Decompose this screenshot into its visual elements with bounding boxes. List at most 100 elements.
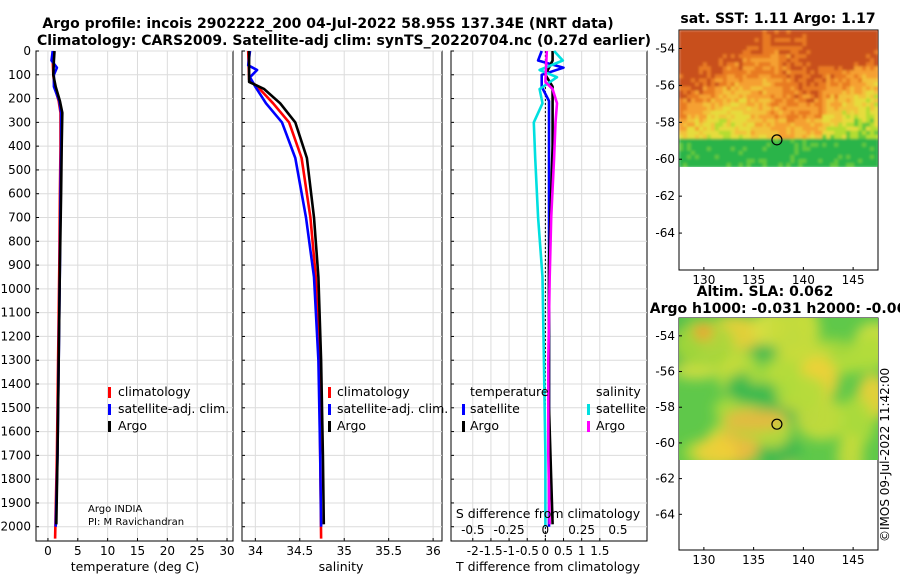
sst-cell xyxy=(746,54,752,59)
sst-cell xyxy=(734,94,740,100)
sst-cell xyxy=(818,58,823,63)
sst-cell xyxy=(738,142,744,148)
sst-cell xyxy=(718,162,724,167)
sst-cell xyxy=(842,30,847,35)
sst-cell xyxy=(846,130,851,136)
sst-cell xyxy=(762,62,768,67)
sst-cell xyxy=(706,102,712,108)
sst-cell xyxy=(754,90,760,96)
sst-cell xyxy=(858,110,863,116)
sst-cell xyxy=(838,102,843,108)
sst-cell xyxy=(682,138,688,144)
sst-cell xyxy=(750,62,756,67)
sst-cell xyxy=(698,46,704,51)
sst-cell xyxy=(726,118,732,124)
sst-cell xyxy=(686,142,692,148)
temperature-axes-box xyxy=(35,50,234,542)
sst-cell xyxy=(694,134,700,140)
sst-cell xyxy=(774,154,780,160)
sst-cell xyxy=(834,78,839,83)
sst-cell xyxy=(750,118,756,124)
sst-cell xyxy=(874,38,878,43)
sst-cell xyxy=(718,150,724,156)
sst-cell xyxy=(806,110,811,116)
sst-cell xyxy=(774,82,780,88)
sst-cell xyxy=(794,46,799,51)
sst-cell xyxy=(826,62,831,67)
sst-cell xyxy=(822,118,827,124)
sst-cell xyxy=(842,126,847,132)
sst-cell xyxy=(794,122,799,128)
sst-cell xyxy=(766,74,772,79)
sst-cell xyxy=(786,126,792,132)
sst-cell xyxy=(702,158,708,164)
sst-cell xyxy=(870,42,875,47)
sst-cell xyxy=(822,134,827,140)
sst-cell xyxy=(742,58,748,63)
sst-cell xyxy=(798,154,803,160)
sst-cell xyxy=(858,46,863,51)
sst-cell xyxy=(714,154,720,160)
sst-cell xyxy=(834,34,839,39)
sst-cell xyxy=(710,146,716,152)
figure-title-line1: Argo profile: incois 2902222_200 04-Jul-… xyxy=(42,16,613,32)
sla-blob xyxy=(723,408,786,432)
sst-cell xyxy=(738,70,744,75)
sst-cell xyxy=(718,114,724,120)
sst-cell xyxy=(679,66,684,71)
sla-blob xyxy=(694,324,712,340)
sst-cell xyxy=(866,126,871,132)
sst-cell xyxy=(714,54,720,59)
sst-cell xyxy=(806,82,811,88)
sst-cell xyxy=(698,94,704,100)
sst-cell xyxy=(870,130,875,136)
sst-cell xyxy=(698,106,704,112)
sst-cell xyxy=(730,102,736,108)
sst-cell xyxy=(774,30,780,35)
sst-cell xyxy=(786,150,792,156)
sst-cell xyxy=(746,86,752,92)
sst-cell xyxy=(679,162,684,167)
sst-cell xyxy=(690,130,696,136)
sst-cell xyxy=(802,46,807,51)
sst-cell xyxy=(706,162,712,167)
depth-tick-label: 1900 xyxy=(0,496,31,510)
sst-cell xyxy=(814,114,819,120)
sst-cell xyxy=(866,66,871,71)
sst-cell xyxy=(870,98,875,104)
sst-cell xyxy=(706,130,712,136)
sst-cell xyxy=(726,102,732,108)
lat-tick-label: -54 xyxy=(655,329,675,343)
sst-cell xyxy=(874,102,878,108)
sst-cell xyxy=(814,74,819,79)
sst-cell xyxy=(850,46,855,51)
sst-cell xyxy=(722,146,728,152)
sst-cell xyxy=(810,162,815,167)
sst-cell xyxy=(798,150,803,156)
sst-cell xyxy=(742,118,748,124)
sst-cell xyxy=(682,130,688,136)
sst-cell xyxy=(790,82,796,88)
sst-cell xyxy=(846,114,851,120)
sst-cell xyxy=(790,74,796,79)
sst-cell xyxy=(758,42,764,47)
depth-tick-label: 400 xyxy=(8,139,31,153)
depth-tick-label: 100 xyxy=(8,68,31,82)
sst-cell xyxy=(742,130,748,136)
sst-cell xyxy=(814,86,819,92)
sst-cell xyxy=(679,126,684,132)
sst-cell xyxy=(862,70,867,75)
sst-cell xyxy=(694,162,700,167)
sst-cell xyxy=(722,58,728,63)
sst-cell xyxy=(722,90,728,96)
sst-cell xyxy=(790,62,796,67)
sst-cell xyxy=(679,154,684,160)
sst-cell xyxy=(874,150,878,156)
sst-cell xyxy=(834,66,839,71)
sst-cell xyxy=(730,154,736,160)
sst-cell xyxy=(762,42,768,47)
sst-cell xyxy=(710,34,716,39)
sst-cell xyxy=(850,146,855,152)
sst-cell xyxy=(838,110,843,116)
sst-cell xyxy=(838,38,843,43)
